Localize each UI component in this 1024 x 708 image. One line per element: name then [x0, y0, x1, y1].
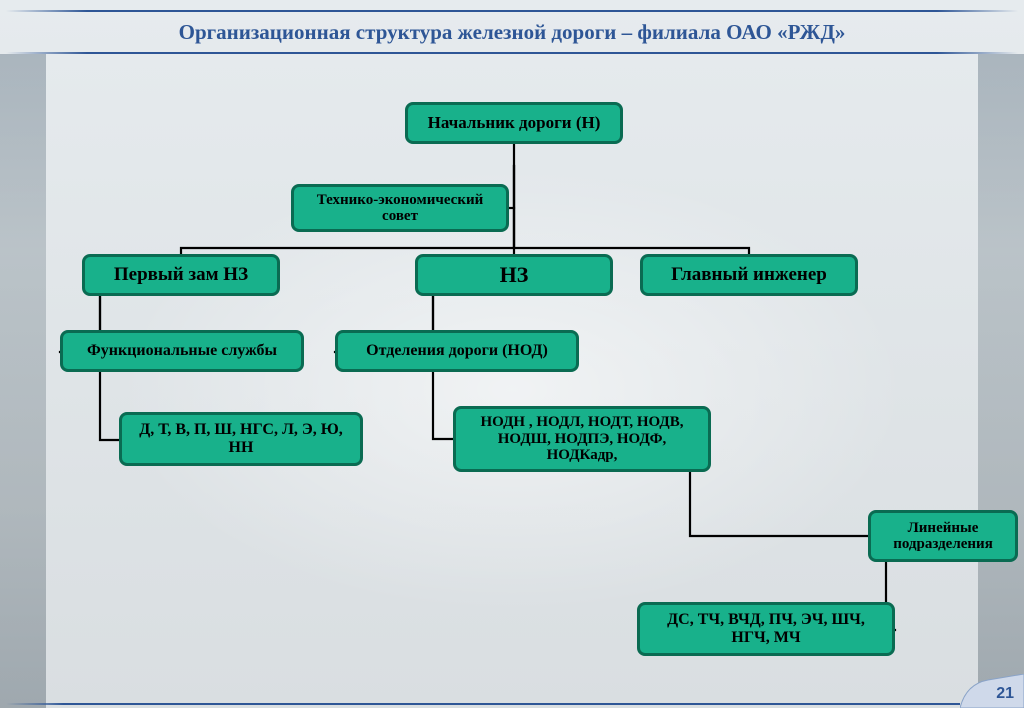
- org-node-n_line_l: ДС, ТЧ, ВЧД, ПЧ, ЭЧ, ШЧ, НГЧ, МЧ: [637, 602, 895, 656]
- org-node-n_nz: НЗ: [415, 254, 613, 296]
- page-number: 21: [996, 685, 1014, 703]
- org-chart: Начальник дороги (Н) Технико-экономически…: [0, 0, 1024, 708]
- org-node-n_func_l: Д, Т, В, П, Ш, НГС, Л, Э, Ю, НН: [119, 412, 363, 466]
- org-node-n_head: Начальник дороги (Н): [405, 102, 623, 144]
- page-number-badge: 21: [960, 674, 1024, 708]
- org-node-n_linear: Линейные подразделения: [868, 510, 1018, 562]
- org-node-n_tech: Технико-экономический совет: [291, 184, 509, 232]
- bottom-rule: [6, 703, 960, 705]
- org-node-n_func: Функциональные службы: [60, 330, 304, 372]
- org-node-n_nod_l: НОДН , НОДЛ, НОДТ, НОДВ, НОДШ, НОДПЭ, НО…: [453, 406, 711, 472]
- org-node-n_nod: Отделения дороги (НОД): [335, 330, 579, 372]
- slide: Организационная структура железной дорог…: [0, 0, 1024, 708]
- org-node-n_first: Первый зам НЗ: [82, 254, 280, 296]
- org-node-n_ging: Главный инженер: [640, 254, 858, 296]
